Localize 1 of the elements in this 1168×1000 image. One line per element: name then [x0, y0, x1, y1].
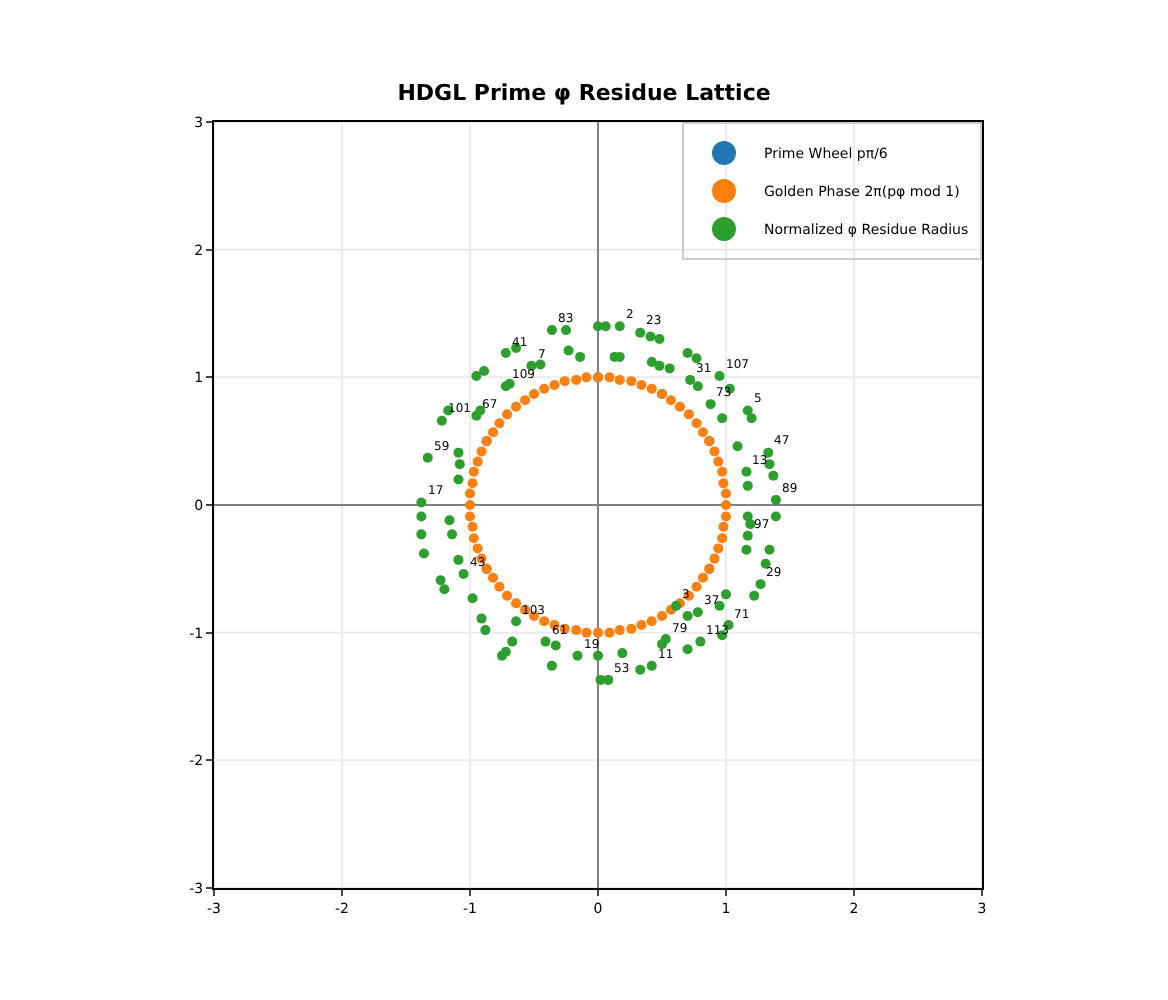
- chart-title: HDGL Prime φ Residue Lattice: [397, 80, 771, 106]
